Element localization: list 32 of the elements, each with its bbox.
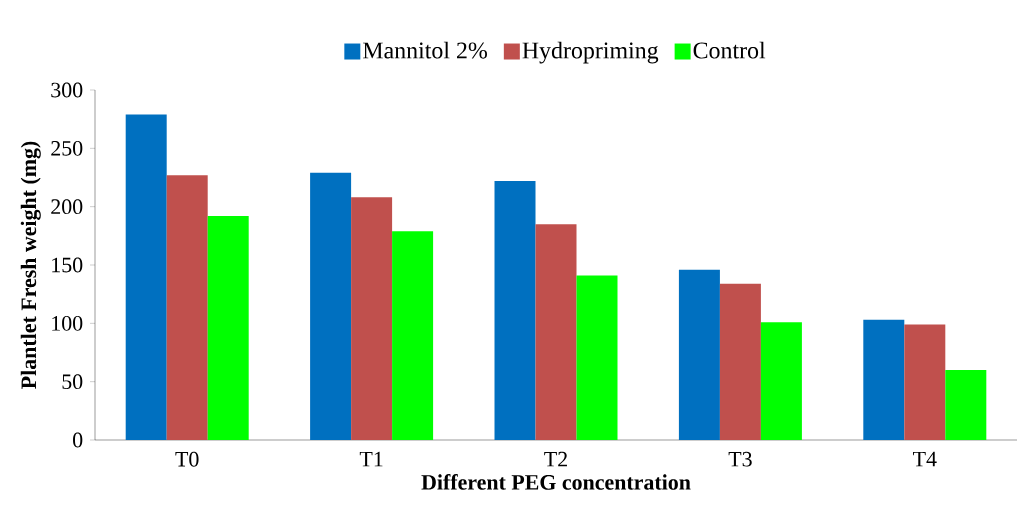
y-tick-label: 300 [51, 82, 83, 98]
bar [904, 324, 946, 440]
bar [945, 370, 987, 440]
bar [719, 283, 761, 440]
y-tick-label: 150 [52, 257, 83, 273]
y-axis-title: Plantlet Fresh weight (mg) [20, 141, 41, 389]
legend-label: Control [693, 41, 766, 59]
bar [863, 319, 905, 440]
bar [166, 175, 208, 440]
x-tick-label: T4 [913, 451, 937, 467]
y-tick-label: 100 [52, 315, 83, 331]
x-tick-label: T3 [728, 451, 752, 467]
x-axis-title: Different PEG concentration [421, 474, 691, 490]
y-tick-label: 250 [51, 140, 83, 156]
y-tick-label: 200 [51, 199, 83, 215]
bar [207, 216, 249, 440]
legend-label: Mannitol 2% [363, 41, 487, 59]
bar [310, 172, 352, 440]
y-tick-label: 50 [62, 374, 83, 390]
bar [576, 275, 618, 440]
bar [494, 181, 536, 440]
bar [351, 197, 393, 440]
bar [678, 269, 720, 440]
bar [392, 231, 434, 440]
x-tick-label: T0 [175, 451, 199, 467]
x-tick-label: T1 [359, 451, 383, 467]
bar [535, 224, 577, 440]
bar [760, 322, 802, 440]
x-tick-label: T2 [544, 451, 567, 467]
y-tick-label: 0 [73, 432, 83, 448]
legend-label: Hydropriming [522, 41, 659, 64]
bar [125, 114, 167, 440]
